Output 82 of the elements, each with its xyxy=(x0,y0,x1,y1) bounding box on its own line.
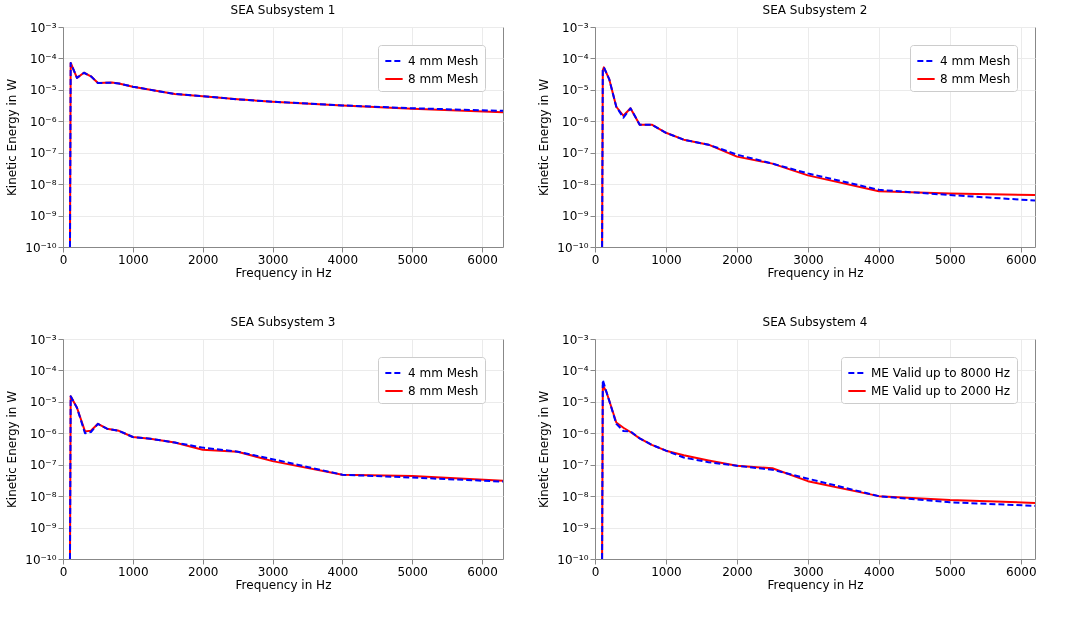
x-tick-label: 1000 xyxy=(651,252,682,267)
y-tick-label: 10⁻⁴ xyxy=(30,363,57,378)
y-tick-label: 10⁻⁷ xyxy=(30,146,57,161)
y-tick-label: 10⁻⁴ xyxy=(562,51,589,66)
y-tick-label: 10⁻⁶ xyxy=(562,114,589,129)
y-tick-label: 10⁻⁵ xyxy=(562,83,589,98)
x-axis-title: Frequency in Hz xyxy=(767,577,864,592)
y-tick-label: 10⁻⁶ xyxy=(30,426,57,441)
y-axis-title: Kinetic Energy in W xyxy=(5,78,20,197)
y-tick-label: 10⁻⁹ xyxy=(562,209,589,224)
chart-title: SEA Subsystem 1 xyxy=(230,3,336,17)
x-tick-label: 6000 xyxy=(1006,564,1037,579)
y-tick-label: 10⁻⁸ xyxy=(30,489,57,504)
y-tick-label: 10⁻⁶ xyxy=(562,426,589,441)
x-tick-label: 4000 xyxy=(327,252,359,267)
y-tick-label: 10⁻⁷ xyxy=(562,146,589,161)
legend-label: 8 mm Mesh xyxy=(408,72,479,86)
y-axis-title: Kinetic Energy in W xyxy=(5,390,20,509)
y-tick-label: 10⁻⁴ xyxy=(562,363,589,378)
line-series xyxy=(68,395,503,559)
x-tick-label: 1000 xyxy=(651,564,682,579)
x-tick-label: 0 xyxy=(591,252,600,267)
y-tick-label: 10⁻⁸ xyxy=(30,177,57,192)
y-tick-label: 10⁻⁹ xyxy=(30,209,57,224)
chart-title: SEA Subsystem 2 xyxy=(762,3,868,17)
x-tick-label: 0 xyxy=(59,564,68,579)
y-tick-label: 10⁻⁵ xyxy=(30,83,57,98)
legend-label: ME Valid up to 2000 Hz xyxy=(871,384,1011,398)
y-tick-label: 10⁻³ xyxy=(562,332,589,347)
chart-title: SEA Subsystem 4 xyxy=(762,315,868,329)
x-tick-label: 5000 xyxy=(935,252,966,267)
y-tick-label: 10⁻³ xyxy=(30,332,57,347)
y-tick-label: 10⁻⁹ xyxy=(562,521,589,536)
y-tick-label: 10⁻¹⁰ xyxy=(557,552,589,567)
chart-title: SEA Subsystem 3 xyxy=(230,315,336,329)
line-series xyxy=(601,66,1035,247)
x-tick-label: 2000 xyxy=(187,564,219,579)
x-tick-label: 3000 xyxy=(793,564,824,579)
y-tick-label: 10⁻³ xyxy=(30,20,57,35)
x-tick-label: 5000 xyxy=(397,564,428,579)
legend-label: 4 mm Mesh xyxy=(408,366,479,380)
y-axis-title: Kinetic Energy in W xyxy=(537,78,552,197)
x-axis-title: Frequency in Hz xyxy=(235,577,332,592)
x-tick-label: 4000 xyxy=(864,564,895,579)
y-axis-title: Kinetic Energy in W xyxy=(537,390,552,509)
x-tick-label: 3000 xyxy=(793,252,824,267)
legend-label: 4 mm Mesh xyxy=(408,54,479,68)
y-tick-label: 10⁻⁵ xyxy=(30,395,57,410)
y-tick-label: 10⁻⁹ xyxy=(30,521,57,536)
x-tick-label: 0 xyxy=(59,252,68,267)
x-tick-label: 4000 xyxy=(327,564,359,579)
x-axis-title: Frequency in Hz xyxy=(235,265,332,280)
legend-label: 8 mm Mesh xyxy=(408,384,479,398)
x-tick-label: 5000 xyxy=(397,252,428,267)
x-tick-label: 4000 xyxy=(864,252,895,267)
x-axis-title: Frequency in Hz xyxy=(767,265,864,280)
legend-label: 8 mm Mesh xyxy=(940,72,1011,86)
legend-label: ME Valid up to 8000 Hz xyxy=(871,366,1011,380)
x-tick-label: 2000 xyxy=(722,564,753,579)
x-tick-label: 6000 xyxy=(467,252,498,267)
x-tick-label: 1000 xyxy=(118,564,149,579)
x-tick-label: 6000 xyxy=(467,564,498,579)
y-tick-label: 10⁻⁷ xyxy=(30,458,57,473)
y-tick-label: 10⁻⁶ xyxy=(30,114,57,129)
x-tick-label: 2000 xyxy=(187,252,219,267)
y-tick-label: 10⁻¹⁰ xyxy=(557,240,589,255)
y-tick-label: 10⁻⁴ xyxy=(30,51,57,66)
y-tick-label: 10⁻⁸ xyxy=(562,177,589,192)
y-tick-label: 10⁻¹⁰ xyxy=(25,240,57,255)
x-tick-label: 5000 xyxy=(935,564,966,579)
x-tick-label: 1000 xyxy=(118,252,149,267)
x-tick-label: 6000 xyxy=(1006,252,1037,267)
x-tick-label: 0 xyxy=(591,564,600,579)
x-tick-label: 2000 xyxy=(722,252,753,267)
y-tick-label: 10⁻³ xyxy=(562,20,589,35)
legend-label: 4 mm Mesh xyxy=(940,54,1011,68)
y-tick-label: 10⁻¹⁰ xyxy=(25,552,57,567)
y-tick-label: 10⁻⁷ xyxy=(562,458,589,473)
x-tick-label: 3000 xyxy=(257,564,289,579)
x-tick-label: 3000 xyxy=(257,252,289,267)
y-tick-label: 10⁻⁸ xyxy=(562,489,589,504)
y-tick-label: 10⁻⁵ xyxy=(562,395,589,410)
